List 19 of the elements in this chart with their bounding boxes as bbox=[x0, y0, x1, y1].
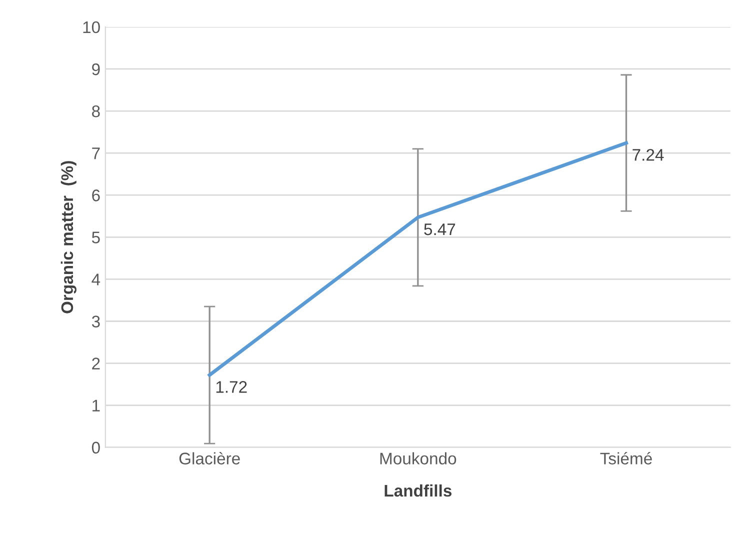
y-tick-label: 4 bbox=[92, 274, 100, 286]
y-tick-label: 1 bbox=[92, 400, 100, 412]
data-label: 5.47 bbox=[424, 224, 456, 236]
y-tick-label: 10 bbox=[83, 21, 100, 34]
y-axis-title: Organic matter (%) bbox=[60, 161, 76, 314]
data-label: 7.24 bbox=[632, 148, 664, 161]
x-axis-title: Landfills bbox=[384, 484, 452, 497]
x-tick-label: Moukondo bbox=[380, 452, 456, 464]
data-label: 1.72 bbox=[216, 381, 247, 393]
y-tick-label: 8 bbox=[92, 105, 100, 118]
y-tick-label: 5 bbox=[92, 232, 100, 244]
y-tick-label: 9 bbox=[92, 63, 100, 76]
y-tick-label: 6 bbox=[92, 190, 100, 202]
y-tick-label: 2 bbox=[92, 358, 100, 370]
x-tick-label: Tsiémé bbox=[600, 452, 652, 464]
y-tick-label: 0 bbox=[92, 442, 100, 454]
x-tick-label: Glacière bbox=[179, 452, 240, 464]
y-tick-label: 3 bbox=[92, 316, 100, 328]
y-tick-label: 7 bbox=[92, 148, 100, 160]
